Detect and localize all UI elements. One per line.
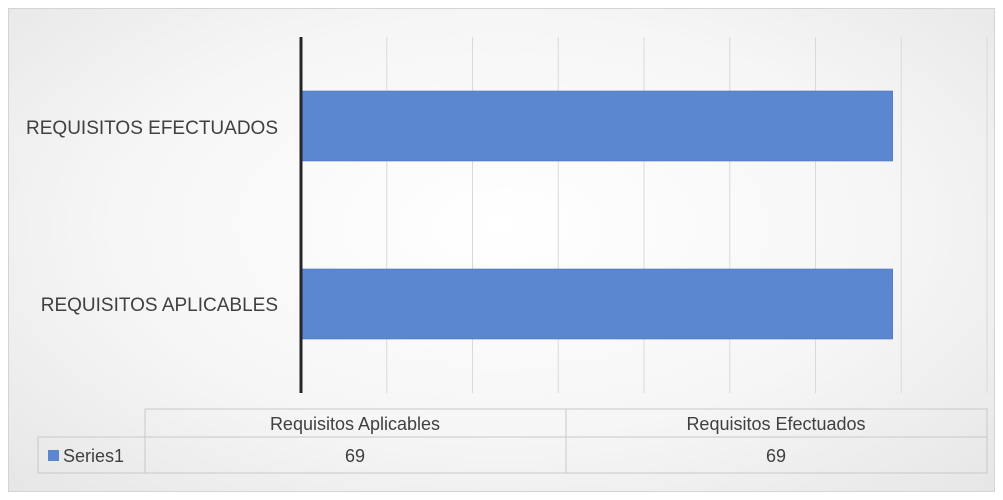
bars [300,90,893,340]
bar-requisitos-aplicables [300,268,893,340]
data-table-value-aplicables: 69 [345,446,365,466]
category-labels: REQUISITOS EFECTUADOS REQUISITOS APLICAB… [26,118,278,316]
category-label-efectuados: REQUISITOS EFECTUADOS [26,118,278,139]
data-table-value-efectuados: 69 [766,446,786,466]
category-label-aplicables: REQUISITOS APLICABLES [41,295,278,316]
data-table-series-row [37,436,988,474]
legend-series-name: Series1 [63,446,124,466]
gridlines [386,37,988,393]
chart-area [8,8,995,492]
data-table-header-efectuados: Requisitos Efectuados [686,414,865,434]
data-table-header-aplicables: Requisitos Aplicables [270,414,440,434]
data-table: Requisitos Aplicables Requisitos Efectua… [37,408,988,474]
legend-key [48,450,59,461]
bar-requisitos-efectuados [300,90,893,162]
